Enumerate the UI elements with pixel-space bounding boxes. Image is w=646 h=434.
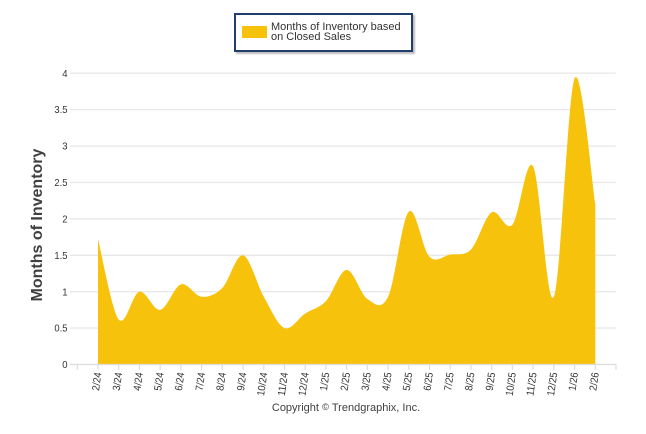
svg-text:5/24: 5/24 (152, 372, 166, 392)
svg-text:4: 4 (62, 68, 67, 80)
svg-text:4/25: 4/25 (380, 372, 394, 392)
svg-text:1: 1 (62, 286, 67, 298)
svg-text:3: 3 (62, 141, 67, 153)
svg-text:10/25: 10/25 (504, 372, 519, 397)
svg-text:10/24: 10/24 (255, 372, 270, 397)
svg-text:1.5: 1.5 (54, 250, 67, 262)
svg-text:9/24: 9/24 (235, 372, 249, 392)
svg-text:11/24: 11/24 (276, 372, 291, 397)
svg-text:8/24: 8/24 (214, 372, 228, 392)
svg-text:4/24: 4/24 (131, 372, 145, 392)
svg-text:3.5: 3.5 (54, 104, 67, 116)
svg-text:7/24: 7/24 (194, 372, 208, 392)
svg-text:7/25: 7/25 (442, 372, 456, 392)
svg-text:6/25: 6/25 (422, 372, 436, 392)
svg-text:12/25: 12/25 (545, 372, 560, 397)
svg-text:5/25: 5/25 (401, 372, 415, 392)
svg-text:2: 2 (62, 213, 67, 225)
svg-text:3/24: 3/24 (111, 372, 125, 392)
svg-text:1/25: 1/25 (318, 372, 332, 392)
svg-text:2/26: 2/26 (587, 372, 601, 392)
svg-text:2/25: 2/25 (339, 372, 353, 392)
svg-text:0.5: 0.5 (54, 323, 67, 335)
svg-text:0: 0 (62, 359, 67, 371)
svg-text:11/25: 11/25 (524, 372, 539, 397)
svg-text:2/24: 2/24 (90, 372, 104, 392)
svg-text:6/24: 6/24 (173, 372, 187, 392)
svg-text:9/25: 9/25 (484, 372, 498, 392)
svg-text:3/25: 3/25 (359, 372, 373, 392)
svg-text:1/26: 1/26 (567, 372, 581, 392)
svg-text:8/25: 8/25 (463, 372, 477, 392)
svg-text:2.5: 2.5 (54, 177, 67, 189)
svg-text:12/24: 12/24 (297, 372, 312, 397)
